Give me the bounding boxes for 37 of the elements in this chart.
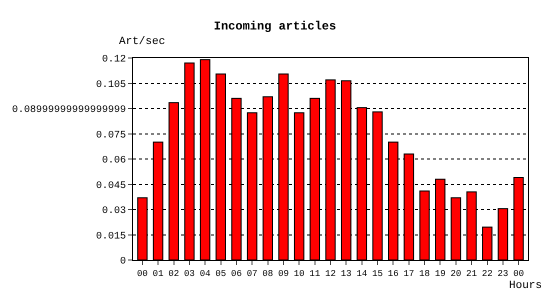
x-tick-label: 08: [262, 268, 274, 279]
y-tick-label: 0.015: [96, 231, 126, 242]
x-tick-label: 14: [356, 268, 368, 279]
x-tick-label: 04: [200, 268, 211, 279]
x-tick-label: 19: [434, 268, 446, 279]
x-tick-label: 21: [466, 268, 477, 279]
x-tick-label: 17: [403, 268, 414, 279]
x-tick-label: 10: [294, 268, 305, 279]
y-tick-label: 0.03: [102, 206, 126, 217]
x-tick-label: 00: [136, 268, 148, 279]
x-tick-label: 12: [325, 268, 336, 279]
y-tick-label: 0.12: [102, 54, 126, 66]
x-tick-label: 00: [513, 268, 524, 279]
x-tick-label: 11: [309, 268, 320, 279]
x-tick-label: 01: [152, 268, 164, 279]
y-tick-label: 0: [120, 256, 126, 268]
y-tick-label: 0.105: [96, 80, 126, 91]
x-axis-title: Hours: [509, 280, 542, 292]
x-tick-label: 02: [168, 268, 180, 279]
y-tick-label: 0.06: [102, 156, 126, 166]
x-tick-label: 03: [184, 268, 195, 279]
x-tick-label: 23: [498, 268, 508, 279]
x-tick-label: 06: [231, 268, 242, 279]
x-tick-label: 20: [450, 268, 462, 279]
y-tick-label: 0.045: [96, 180, 126, 192]
x-tick-label: 07: [246, 268, 258, 279]
x-tick-label: 18: [419, 268, 430, 279]
x-tick-label: 15: [372, 268, 383, 279]
x-tick-label: 05: [215, 268, 226, 279]
y-axis-title: Art/sec: [119, 36, 166, 48]
x-tick-label: 22: [482, 268, 493, 279]
y-tick-label: 0.075: [96, 130, 126, 142]
x-tick-label: 09: [278, 268, 289, 279]
chart-title: Incoming articles: [214, 19, 336, 34]
x-tick-label: 13: [340, 268, 352, 279]
x-tick-label: 16: [388, 268, 399, 279]
y-tick-label: 0.08999999999999999: [12, 105, 126, 116]
